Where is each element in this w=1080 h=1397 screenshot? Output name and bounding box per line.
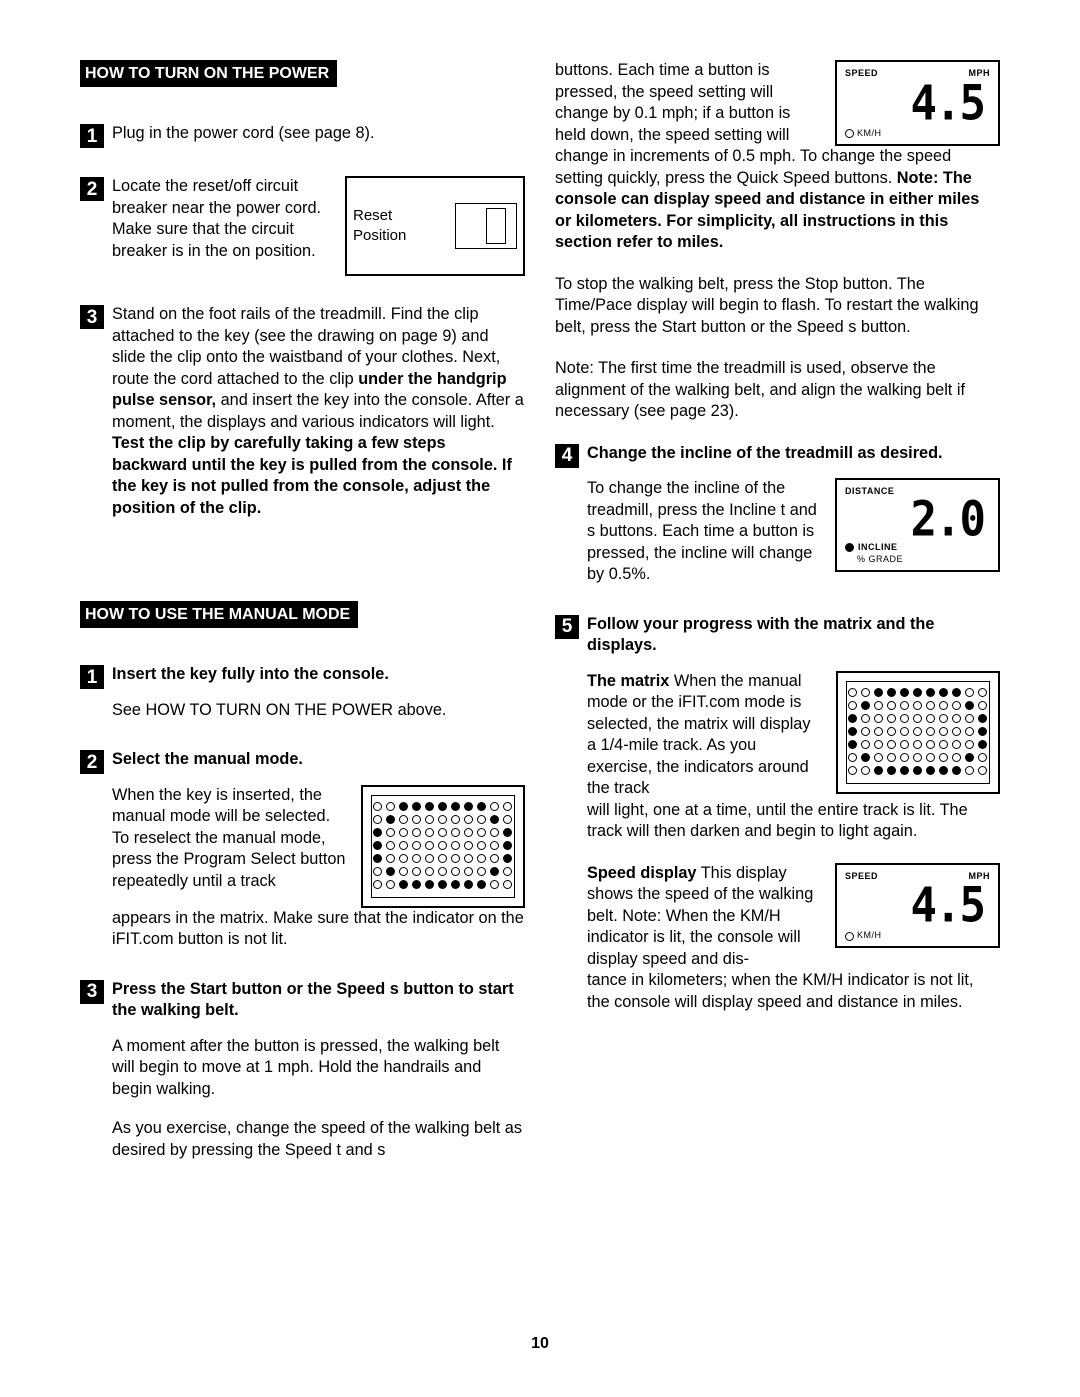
matrix-figure <box>361 785 525 908</box>
speed-display-text-2: tance in kilometers; when the KM/H indic… <box>587 971 973 1011</box>
matrix-figure-2 <box>836 671 1000 794</box>
heading-power: HOW TO TURN ON THE POWER <box>80 60 337 87</box>
step-body: Select the manual mode. When the key is … <box>112 749 525 951</box>
right-step-5: 5 Follow your progress with the matrix a… <box>555 614 1000 1014</box>
step-number: 2 <box>80 750 104 774</box>
speed-display-bold: Speed display <box>587 864 697 882</box>
alignment-note: Note: The first time the treadmill is us… <box>555 358 1000 423</box>
step-body: Follow your progress with the matrix and… <box>587 614 1000 1014</box>
step-title: Follow your progress with the matrix and… <box>587 614 1000 657</box>
matrix-text-2: will light, one at a time, until the ent… <box>587 801 968 841</box>
right-step-4: 4 Change the incline of the treadmill as… <box>555 443 1000 586</box>
speed-continuation-2: change in increments of 0.5 mph. To chan… <box>555 146 1000 254</box>
heading-manual-mode: HOW TO USE THE MANUAL MODE <box>80 601 358 628</box>
kmh-label: KM/H <box>857 128 882 140</box>
distance-display-figure: DISTANCE 2.0 INCLINE % GRADE <box>835 478 1000 572</box>
matrix-dots <box>846 681 990 784</box>
kmh-indicator-icon <box>845 932 854 941</box>
incline-indicator-icon <box>845 543 854 552</box>
manual-step-3: 3 Press the Start button or the Speed s … <box>80 979 525 1162</box>
kmh-indicator-icon <box>845 129 854 138</box>
step-text: Locate the reset/off circuit breaker nea… <box>112 176 331 262</box>
step-number: 1 <box>80 124 104 148</box>
manual-step-1: 1 Insert the key fully into the console.… <box>80 664 525 721</box>
grade-label: % GRADE <box>857 554 903 566</box>
distance-value: 2.0 <box>845 496 990 544</box>
speed-value: 4.5 <box>845 882 990 930</box>
step-text: To change the incline of the treadmill, … <box>587 479 817 583</box>
step-text: See HOW TO TURN ON THE POWER above. <box>112 700 525 722</box>
step-text: Plug in the power cord (see page 8). <box>112 123 525 145</box>
text-bold: Test the clip by carefully taking a few … <box>112 434 512 517</box>
page-number: 10 <box>0 1335 1080 1353</box>
step-body: Press the Start button or the Speed s bu… <box>112 979 525 1162</box>
manual-page: HOW TO TURN ON THE POWER 1 Plug in the p… <box>0 0 1080 1397</box>
matrix-text: When the manual mode or the iFIT.com mod… <box>587 672 811 798</box>
step-number: 3 <box>80 305 104 329</box>
step-text: A moment after the button is pressed, th… <box>112 1036 525 1101</box>
step-text: As you exercise, change the speed of the… <box>112 1118 525 1161</box>
step-title: Press the Start button or the Speed s bu… <box>112 979 525 1022</box>
step-text: Stand on the foot rails of the treadmill… <box>112 304 525 519</box>
step-title: Change the incline of the treadmill as d… <box>587 443 1000 465</box>
stop-belt-text: To stop the walking belt, press the Stop… <box>555 274 1000 339</box>
continuation-text: buttons. Each time a button is pressed, … <box>555 61 790 144</box>
left-column: HOW TO TURN ON THE POWER 1 Plug in the p… <box>80 60 525 1189</box>
manual-step-2: 2 Select the manual mode. When the key i… <box>80 749 525 951</box>
step-body: Insert the key fully into the console. S… <box>112 664 525 721</box>
step-body: Locate the reset/off circuit breaker nea… <box>112 176 525 276</box>
speed-display-figure: SPEED MPH 4.5 KM/H <box>835 60 1000 146</box>
right-column: SPEED MPH 4.5 KM/H buttons. Each time a … <box>555 60 1000 1189</box>
speed-display-figure-2: SPEED MPH 4.5 KM/H <box>835 863 1000 949</box>
step-number: 5 <box>555 615 579 639</box>
kmh-label: KM/H <box>857 930 882 942</box>
step-number: 2 <box>80 177 104 201</box>
reset-label: Reset Position <box>353 206 449 246</box>
step-title: Insert the key fully into the console. <box>112 664 525 686</box>
reset-switch-figure: Reset Position <box>345 176 525 276</box>
matrix-bold: The matrix <box>587 672 669 690</box>
matrix-dots <box>371 795 515 898</box>
text-part: change in increments of 0.5 mph. To chan… <box>555 147 951 187</box>
step-number: 1 <box>80 665 104 689</box>
speed-value: 4.5 <box>845 80 990 128</box>
power-step-3: 3 Stand on the foot rails of the treadmi… <box>80 304 525 519</box>
step-body: Change the incline of the treadmill as d… <box>587 443 1000 586</box>
step-text: appears in the matrix. Make sure that th… <box>112 909 524 949</box>
power-step-2: 2 Locate the reset/off circuit breaker n… <box>80 176 525 276</box>
step-text: When the key is inserted, the manual mod… <box>112 786 346 890</box>
step-number: 3 <box>80 980 104 1004</box>
speed-continuation-1: SPEED MPH 4.5 KM/H buttons. Each time a … <box>555 60 1000 146</box>
two-column-layout: HOW TO TURN ON THE POWER 1 Plug in the p… <box>80 60 1000 1189</box>
speed-label: SPEED <box>845 871 878 883</box>
switch-icon <box>455 203 517 249</box>
step-number: 4 <box>555 444 579 468</box>
step-title: Select the manual mode. <box>112 749 525 771</box>
power-step-1: 1 Plug in the power cord (see page 8). <box>80 123 525 148</box>
speed-label: SPEED <box>845 68 878 80</box>
